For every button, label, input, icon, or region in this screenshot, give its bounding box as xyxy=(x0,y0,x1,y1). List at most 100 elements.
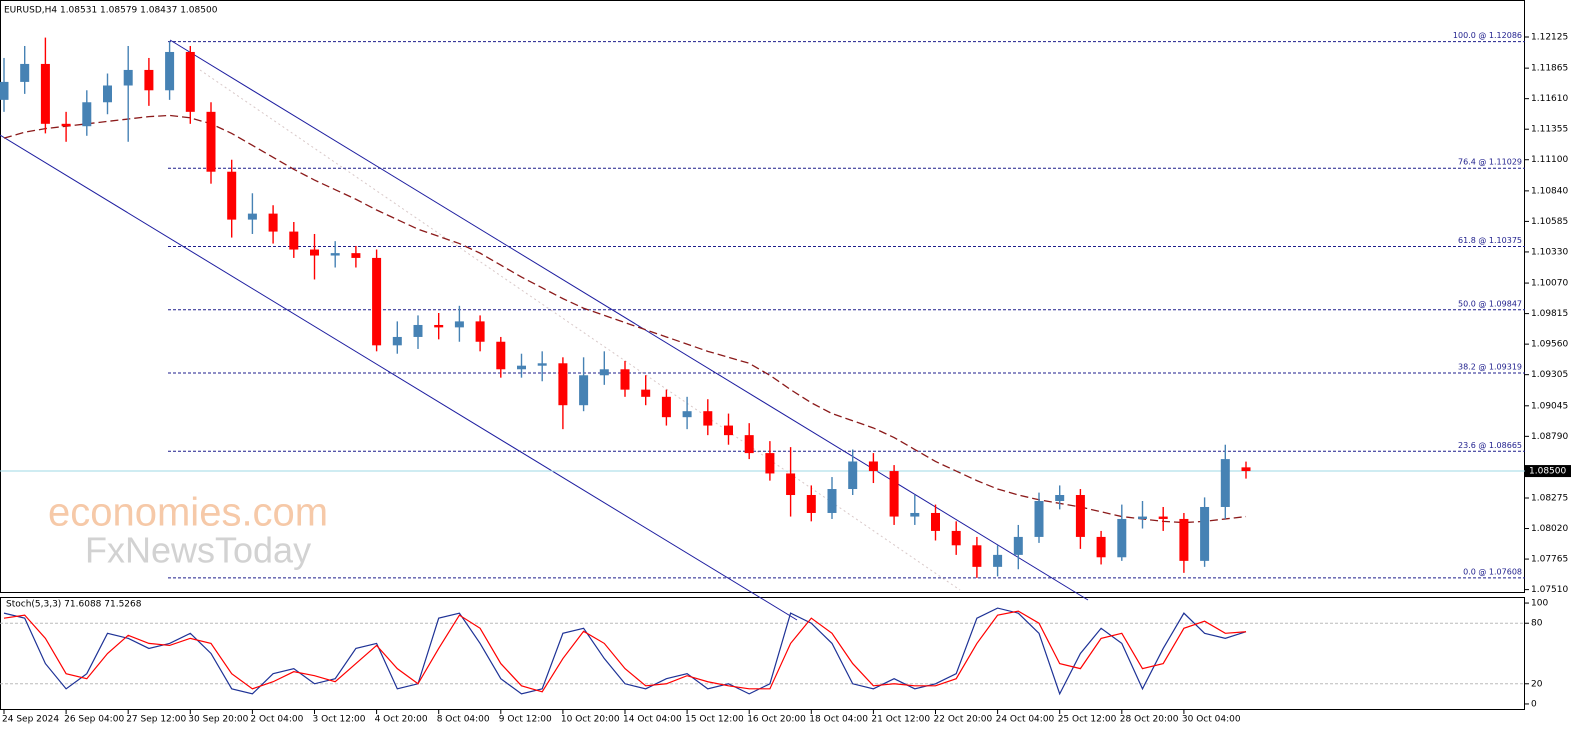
y-tick-label: 80 xyxy=(1531,619,1543,629)
fib-label: 50.0 @ 1.09847 xyxy=(1458,299,1522,308)
candle-body xyxy=(206,111,216,172)
x-tick-label: 26 Sep 04:00 xyxy=(64,715,124,725)
y-tick-label: 1.10585 xyxy=(1531,217,1568,227)
fib-label: 76.4 @ 1.11029 xyxy=(1458,158,1522,167)
candle-body xyxy=(910,512,920,517)
candle-body xyxy=(703,411,713,426)
y-tick-label: 1.11610 xyxy=(1531,94,1568,104)
watermark: economies.com xyxy=(48,491,328,535)
candle-body xyxy=(744,435,754,454)
candle-body xyxy=(123,69,133,86)
candle-body xyxy=(579,375,589,406)
stoch-line xyxy=(3,607,1247,696)
candle-body xyxy=(827,489,837,513)
candle-body xyxy=(310,249,319,256)
stoch-panel-frame xyxy=(0,597,1525,710)
candle-body xyxy=(848,461,858,490)
candle-body xyxy=(475,321,485,342)
candle-body xyxy=(40,63,50,124)
candle-body xyxy=(1179,518,1189,561)
candle-body xyxy=(558,363,568,406)
candle-body xyxy=(434,324,444,328)
candle-body xyxy=(351,253,361,258)
x-tick-label: 3 Oct 12:00 xyxy=(313,715,366,725)
chart-title: EURUSD,H4 1.08531 1.08579 1.08437 1.0850… xyxy=(4,6,218,16)
fib-label: 100.0 @ 1.12086 xyxy=(1453,31,1522,40)
candle-body xyxy=(247,213,257,220)
candle-body xyxy=(392,336,402,346)
candle-body xyxy=(289,231,299,250)
y-tick-label: 1.11355 xyxy=(1531,125,1568,135)
y-tick-label: 1.09560 xyxy=(1531,340,1568,350)
candle-body xyxy=(165,51,175,91)
watermark: FxNewsToday xyxy=(85,530,311,571)
candle-body xyxy=(82,102,92,127)
y-tick-label: 1.09045 xyxy=(1531,401,1568,411)
candle-body xyxy=(1034,500,1044,537)
candle-body xyxy=(268,213,278,232)
y-tick-label: 1.10840 xyxy=(1531,186,1568,196)
y-tick-label: 1.08790 xyxy=(1531,432,1568,442)
candle-body xyxy=(61,123,71,127)
fib-label: 23.6 @ 1.08665 xyxy=(1458,441,1522,450)
fib-label: 0.0 @ 1.07608 xyxy=(1463,567,1522,576)
x-tick-label: 18 Oct 04:00 xyxy=(809,715,868,725)
candle-body xyxy=(786,473,796,496)
candle-body xyxy=(1013,536,1023,555)
candle-body xyxy=(496,341,506,370)
candle-body xyxy=(1138,516,1147,519)
price-panel-frame xyxy=(0,0,1525,593)
candle-body xyxy=(1117,518,1127,558)
candle-body xyxy=(1200,506,1210,561)
fib-label: 38.2 @ 1.09319 xyxy=(1458,362,1522,371)
x-tick-label: 16 Oct 20:00 xyxy=(747,715,806,725)
candle-body xyxy=(620,369,630,390)
x-tick-label: 27 Sep 12:00 xyxy=(126,715,186,725)
current-price-label: 1.08500 xyxy=(1529,467,1566,477)
candle-body xyxy=(599,369,609,376)
candle-body xyxy=(0,81,9,100)
candle-body xyxy=(868,461,878,472)
candle-body xyxy=(951,530,961,546)
x-tick-label: 30 Oct 04:00 xyxy=(1182,715,1241,725)
stoch-title: Stoch(5,3,3) 71.6088 71.5268 xyxy=(6,600,142,610)
y-tick-label: 1.10070 xyxy=(1531,279,1568,289)
candle-body xyxy=(972,545,982,567)
moving-average xyxy=(3,114,1247,524)
candle-body xyxy=(227,171,237,220)
candle-body xyxy=(1096,536,1106,558)
x-tick-label: 24 Oct 04:00 xyxy=(996,715,1055,725)
y-tick-label: 1.07765 xyxy=(1531,555,1568,565)
x-tick-label: 24 Sep 2024 xyxy=(2,715,59,725)
x-tick-label: 9 Oct 12:00 xyxy=(499,715,552,725)
candle-body xyxy=(413,324,423,337)
candle-body xyxy=(1055,495,1065,501)
y-tick-label: 1.09305 xyxy=(1531,370,1568,380)
candle-body xyxy=(144,69,154,91)
y-tick-label: 1.07510 xyxy=(1531,585,1568,595)
fib-label: 61.8 @ 1.10375 xyxy=(1458,236,1522,245)
x-tick-label: 15 Oct 12:00 xyxy=(685,715,744,725)
y-tick-label: 1.10330 xyxy=(1531,247,1568,257)
candle-body xyxy=(993,554,1003,567)
candle-body xyxy=(1158,516,1168,519)
stoch-line xyxy=(3,610,1247,693)
x-tick-label: 2 Oct 04:00 xyxy=(250,715,303,725)
candle-body xyxy=(931,512,940,531)
x-tick-label: 28 Oct 20:00 xyxy=(1120,715,1179,725)
y-tick-label: 1.11100 xyxy=(1531,155,1568,165)
candle-body xyxy=(372,257,382,346)
x-tick-label: 21 Oct 12:00 xyxy=(871,715,930,725)
candle-body xyxy=(641,389,651,397)
x-tick-label: 22 Oct 20:00 xyxy=(934,715,993,725)
x-tick-label: 25 Oct 12:00 xyxy=(1058,715,1117,725)
candle-body xyxy=(20,63,30,82)
candle-body xyxy=(724,425,733,436)
y-tick-label: 1.11865 xyxy=(1531,64,1568,74)
x-tick-label: 8 Oct 04:00 xyxy=(437,715,490,725)
candle-body xyxy=(1075,495,1085,537)
trend-line xyxy=(199,69,961,591)
candle-body xyxy=(1241,467,1251,472)
candle-body xyxy=(537,363,547,366)
